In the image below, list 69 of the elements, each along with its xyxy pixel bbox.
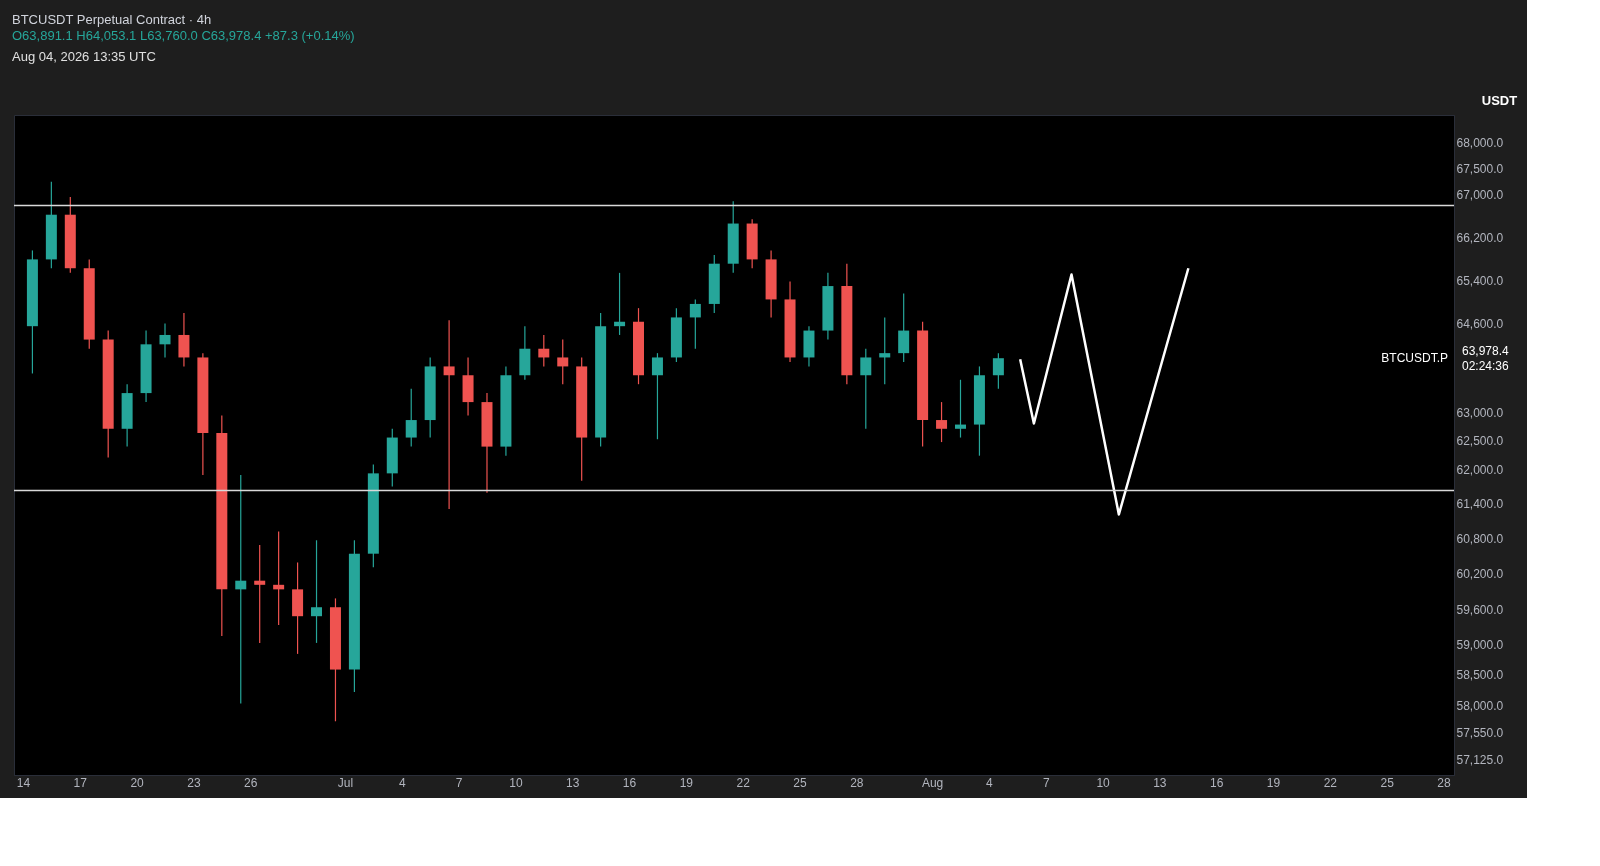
annotation: BTCUSDT.P — [1381, 351, 1448, 366]
y-tick-label: 66,200.0 — [1456, 230, 1504, 245]
x-tick-label: 26 — [244, 775, 258, 790]
y-tick-label: 59,600.0 — [1456, 602, 1504, 617]
y-tick-label: 60,200.0 — [1456, 567, 1504, 582]
x-tick-label: Jul — [337, 775, 354, 790]
x-tick-label: 28 — [850, 775, 864, 790]
x-tick-label: 7 — [455, 775, 463, 790]
text: 02:24:36 — [1462, 358, 1510, 373]
x-tick-label: 19 — [1266, 775, 1281, 790]
x-tick-label: 16 — [622, 775, 637, 790]
chart-title: BTCUSDT Perpetual Contract · 4h — [12, 12, 212, 27]
y-tick-label: 67,500.0 — [1456, 162, 1504, 177]
x-tick-label: 25 — [793, 775, 807, 790]
candlestick — [254, 544, 266, 644]
y-tick-label: 67,000.0 — [1456, 188, 1504, 203]
x-tick-label: 10 — [1096, 775, 1111, 790]
candlestick — [557, 338, 569, 385]
candlestick — [955, 379, 966, 439]
candlestick — [538, 334, 550, 368]
y-tick-label: 59,000.0 — [1456, 638, 1504, 653]
y-tick-label: 62,500.0 — [1456, 434, 1504, 449]
x-tick-label: 13 — [1153, 775, 1167, 790]
candlestick — [898, 292, 910, 363]
y-tick-label: 62,000.0 — [1456, 462, 1504, 477]
candlestick — [614, 272, 626, 336]
y-tick-label: 58,000.0 — [1456, 698, 1504, 713]
x-tick-label: 20 — [130, 775, 145, 790]
x-tick-label: 28 — [1437, 775, 1451, 790]
chart-subtitle: O63,891.1 H64,053.1 L63,760.0 C63,978.4 +87.3 (+0.14%) — [12, 28, 355, 43]
x-tick-label: 14 — [16, 775, 31, 790]
candlestick — [651, 352, 663, 440]
candlestick — [159, 322, 171, 359]
candlestick — [936, 401, 948, 443]
y-tick-label: 64,600.0 — [1456, 317, 1504, 332]
candlestick — [992, 352, 1004, 390]
y-tick-label: 58,500.0 — [1456, 668, 1504, 683]
x-tick-label: 16 — [1210, 775, 1224, 790]
x-tick-label: 4 — [398, 775, 406, 790]
x-tick-label: 17 — [73, 775, 88, 790]
y-tick-label: 57,550.0 — [1456, 726, 1504, 741]
candlestick — [405, 388, 417, 448]
x-tick-label: 4 — [986, 775, 994, 790]
x-tick-label: 22 — [736, 775, 751, 790]
candlestick — [178, 312, 190, 368]
y-tick-label: 61,400.0 — [1456, 497, 1504, 512]
x-tick-label: 10 — [509, 775, 523, 790]
x-tick-label: 19 — [679, 775, 694, 790]
y-tick-label: 65,400.0 — [1456, 273, 1504, 288]
x-tick-label: 22 — [1323, 775, 1338, 790]
x-tick-label: Aug — [921, 775, 944, 790]
candlestick — [860, 348, 872, 430]
line-series — [1018, 266, 1190, 516]
x-tick-label: 23 — [187, 775, 201, 790]
text: Aug 04, 2026 13:35 UTC — [12, 49, 156, 64]
y-tick-label: 68,000.0 — [1456, 135, 1504, 150]
text: 63,978.4 — [1462, 343, 1510, 358]
x-tick-label: 13 — [566, 775, 580, 790]
y-tick-label: 57,125.0 — [1456, 752, 1504, 767]
y-tick-label: 60,800.0 — [1456, 532, 1504, 547]
candlestick — [443, 319, 455, 510]
x-tick-label: 7 — [1042, 775, 1050, 790]
candlestick — [879, 316, 891, 385]
x-tick-label: 25 — [1380, 775, 1395, 790]
y-tick-label: 63,000.0 — [1456, 406, 1504, 421]
candlestick — [689, 298, 701, 350]
candlestick — [235, 474, 247, 705]
candlestick — [311, 539, 323, 644]
y-axis-title: USDT — [1481, 92, 1518, 108]
